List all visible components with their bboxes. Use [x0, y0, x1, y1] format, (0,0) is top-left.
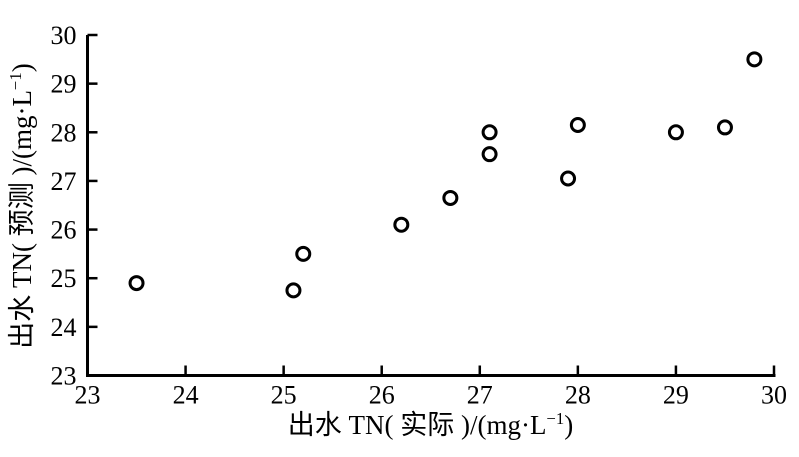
- data-point: [481, 146, 498, 163]
- y-axis-title: 出水 TN( 预测 )/(mg·L−1): [6, 36, 40, 376]
- x-axis-title: 出水 TN( 实际 )/(mg·L−1): [87, 409, 774, 441]
- data-point: [128, 275, 145, 292]
- data-point: [295, 245, 312, 262]
- y-tick-label: 23: [51, 362, 77, 391]
- x-axis-title-superscript: −1: [546, 409, 565, 428]
- y-axis-title-close-paren: ): [7, 63, 37, 73]
- data-point: [667, 124, 684, 141]
- data-point: [393, 216, 410, 233]
- y-tick-label: 29: [51, 70, 77, 99]
- data-point: [481, 124, 498, 141]
- y-axis-title-text: 出水 TN( 预测 )/(mg·L: [7, 90, 37, 349]
- x-tick-label: 23: [75, 381, 101, 410]
- data-point: [569, 116, 586, 133]
- x-axis-title-close-paren: ): [564, 410, 574, 440]
- x-tick-label: 27: [467, 381, 493, 410]
- axis-spines: [86, 35, 776, 377]
- x-tick-label: 30: [761, 381, 787, 410]
- data-point: [716, 119, 733, 136]
- y-tick-label: 27: [51, 167, 77, 196]
- x-axis-title-text: 出水 TN( 实际 )/(mg·L: [287, 410, 547, 440]
- y-tick-label: 30: [51, 21, 77, 50]
- data-point: [746, 51, 763, 68]
- x-tick-label: 28: [565, 381, 591, 410]
- y-axis-title-superscript: −1: [6, 72, 25, 91]
- x-tick-label: 24: [173, 381, 199, 410]
- x-tick-label: 26: [369, 381, 395, 410]
- data-point: [285, 282, 302, 299]
- x-tick-label: 29: [663, 381, 689, 410]
- data-point: [442, 189, 459, 206]
- y-tick-label: 26: [51, 216, 77, 245]
- data-point: [560, 170, 577, 187]
- x-tick-label: 25: [271, 381, 297, 410]
- y-tick-label: 25: [51, 264, 77, 293]
- y-tick-label: 24: [51, 313, 77, 342]
- y-tick-label: 28: [51, 118, 77, 147]
